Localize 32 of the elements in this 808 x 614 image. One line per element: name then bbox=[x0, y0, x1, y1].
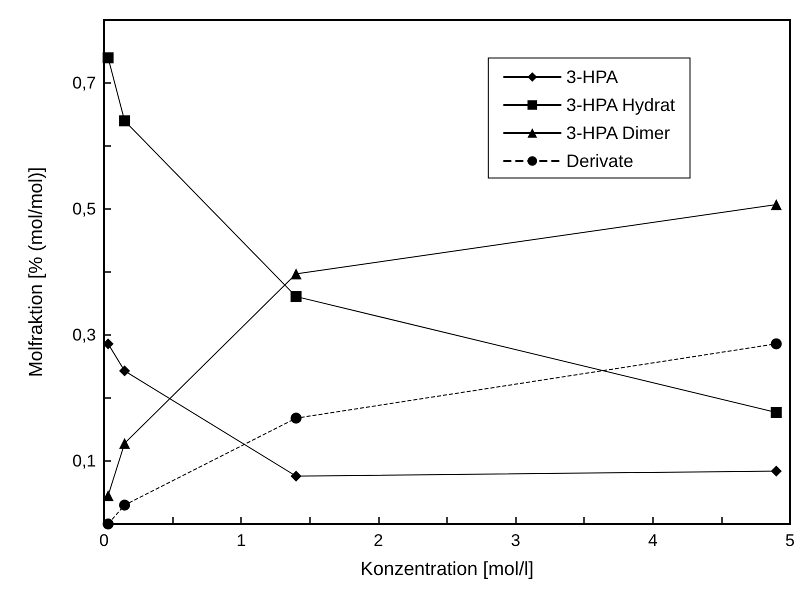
x-tick-label: 2 bbox=[374, 531, 384, 550]
point bbox=[770, 466, 782, 477]
point bbox=[770, 199, 782, 210]
y-tick-label: 0,5 bbox=[72, 200, 96, 218]
x-tick-label: 4 bbox=[648, 531, 658, 550]
point bbox=[119, 365, 130, 376]
point bbox=[102, 338, 114, 350]
point bbox=[290, 268, 302, 280]
point bbox=[102, 52, 114, 64]
point bbox=[290, 412, 302, 424]
point bbox=[102, 518, 114, 530]
y-axis-title: Molfraktion [% (mol/mol)] bbox=[26, 166, 47, 378]
x-axis-title: Konzentration [mol/l] bbox=[360, 559, 534, 580]
legend-label: 3-HPA Hydrat bbox=[566, 95, 676, 115]
x-tick-label: 5 bbox=[785, 531, 795, 550]
point bbox=[290, 470, 302, 482]
point bbox=[119, 500, 130, 511]
point bbox=[770, 338, 782, 350]
point bbox=[290, 291, 302, 302]
y-tick-label: 0,7 bbox=[72, 74, 96, 92]
point bbox=[119, 438, 130, 449]
x-tick-label: 3 bbox=[510, 531, 520, 550]
point bbox=[770, 406, 782, 418]
legend-label: 3-HPA Dimer bbox=[566, 123, 670, 143]
x-tick-label: 0 bbox=[99, 531, 109, 550]
y-tick-label: 0,3 bbox=[72, 326, 96, 344]
y-tick-label: 0,1 bbox=[72, 452, 96, 470]
point bbox=[119, 115, 130, 126]
point bbox=[102, 490, 114, 502]
x-tick-label: 1 bbox=[236, 531, 246, 550]
legend-label: 3-HPA bbox=[566, 67, 618, 87]
legend-label: Derivate bbox=[566, 151, 634, 171]
